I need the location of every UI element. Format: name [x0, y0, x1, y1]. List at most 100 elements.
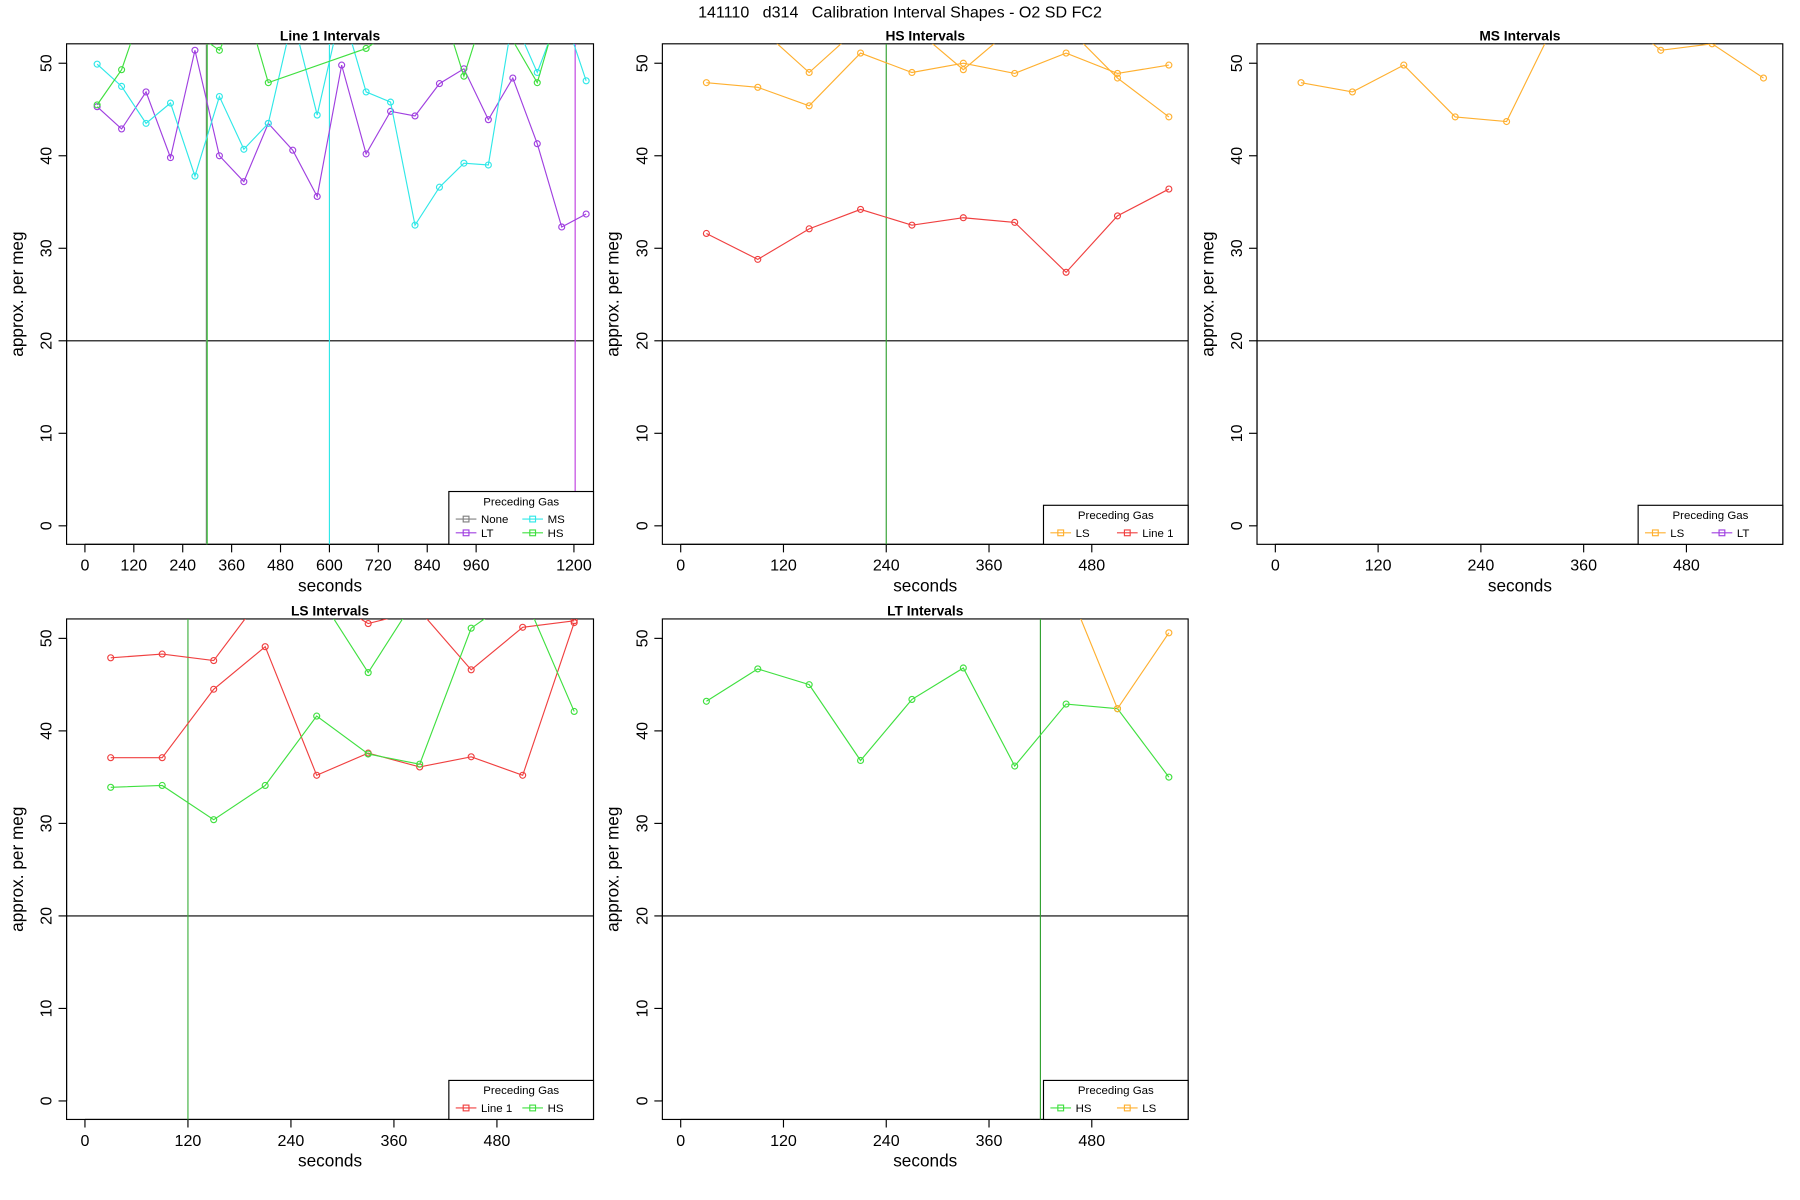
x-tick-label: 0 [80, 557, 89, 575]
series-line [1080, 618, 1170, 710]
point [805, 681, 813, 689]
series-line [706, 52, 1169, 107]
y-tick-label: 30 [633, 239, 651, 257]
x-axis-label: seconds [893, 1151, 957, 1171]
point [264, 79, 272, 87]
x-tick-label: 360 [381, 1132, 408, 1150]
point [805, 68, 813, 77]
series-line [96, 43, 550, 106]
panel-title: Line 1 Intervals [280, 28, 381, 43]
plot-frame [1256, 43, 1784, 545]
point [362, 88, 370, 96]
x-tick-label: 120 [770, 1132, 797, 1150]
point [339, 5, 345, 11]
point [519, 623, 527, 631]
point [959, 66, 967, 74]
y-tick-label: 10 [633, 424, 651, 442]
point [1113, 74, 1122, 82]
point [856, 49, 865, 57]
point [215, 92, 223, 101]
point [467, 624, 475, 632]
legend-marker [462, 1104, 470, 1112]
y-tick-label: 20 [633, 332, 651, 350]
point [1011, 69, 1019, 77]
legend-label: Line 1 [1142, 528, 1173, 540]
point [1165, 113, 1173, 121]
point [435, 80, 444, 88]
point [436, 0, 442, 1]
point [570, 707, 578, 716]
legend-title: Preceding Gas [483, 1085, 559, 1097]
point [805, 102, 813, 110]
y-tick-label: 50 [38, 54, 56, 72]
x-tick-label: 0 [676, 1132, 685, 1150]
y-tick-label: 50 [38, 629, 56, 647]
point [509, 74, 517, 82]
point [1062, 268, 1070, 276]
point [158, 754, 166, 762]
point [856, 756, 865, 765]
point [755, 23, 761, 29]
legend-label: HS [1076, 1103, 1092, 1115]
point [210, 685, 218, 693]
point [484, 116, 492, 124]
point [702, 697, 710, 705]
y-tick-label: 40 [38, 147, 56, 165]
point [582, 77, 590, 85]
legend-marker [1718, 529, 1726, 537]
point [1063, 23, 1069, 29]
point [467, 753, 475, 761]
legend-marker [1651, 529, 1659, 537]
plot-area [66, 618, 594, 1120]
x-tick-label: 360 [218, 557, 245, 575]
point [290, 14, 296, 20]
series-line [110, 618, 575, 821]
legend: Preceding Gas None LT MS HS [448, 490, 595, 545]
legend-title: Preceding Gas [1673, 510, 1749, 522]
point [1062, 700, 1070, 708]
panel: HS Intervals 0 120 240 360 480 seconds 0 10 20 30 4… [603, 23, 1189, 595]
point [362, 44, 370, 52]
x-tick-label: 480 [1078, 1132, 1105, 1150]
legend-label: LS [1670, 528, 1684, 540]
point [191, 46, 199, 54]
point [856, 205, 865, 213]
point [143, 0, 149, 1]
y-tick-label: 30 [38, 814, 56, 832]
point [1297, 79, 1305, 87]
point [908, 221, 916, 229]
point [1606, 5, 1612, 11]
y-tick-label: 10 [1228, 424, 1246, 442]
panel-title: LS Intervals [291, 603, 369, 618]
point [559, 0, 565, 1]
point [533, 79, 541, 87]
point [215, 46, 223, 54]
point [570, 618, 578, 625]
x-tick-label: 1200 [556, 557, 592, 575]
point [107, 783, 115, 791]
point [364, 620, 372, 628]
legend-marker [462, 515, 470, 523]
point [158, 781, 166, 790]
point [411, 221, 419, 229]
x-tick-label: 240 [278, 1132, 305, 1150]
point [754, 83, 762, 91]
point [191, 172, 199, 180]
point [1113, 69, 1122, 77]
x-tick-label: 0 [1271, 557, 1280, 575]
x-tick-label: 720 [365, 557, 392, 575]
point [386, 98, 395, 106]
x-tick-label: 120 [175, 1132, 202, 1150]
point [805, 225, 813, 233]
legend-label: LS [1142, 1103, 1156, 1115]
y-axis-label: approx. per meg [1197, 231, 1217, 356]
x-tick-label: 840 [414, 557, 441, 575]
legend-box [1637, 504, 1784, 545]
legend-marker [1123, 529, 1131, 537]
point [1165, 773, 1173, 781]
legend-label: HS [548, 1103, 564, 1115]
point [1012, 23, 1018, 29]
plot-frame [66, 43, 595, 545]
point [908, 68, 916, 77]
x-tick-label: 360 [1570, 557, 1597, 575]
